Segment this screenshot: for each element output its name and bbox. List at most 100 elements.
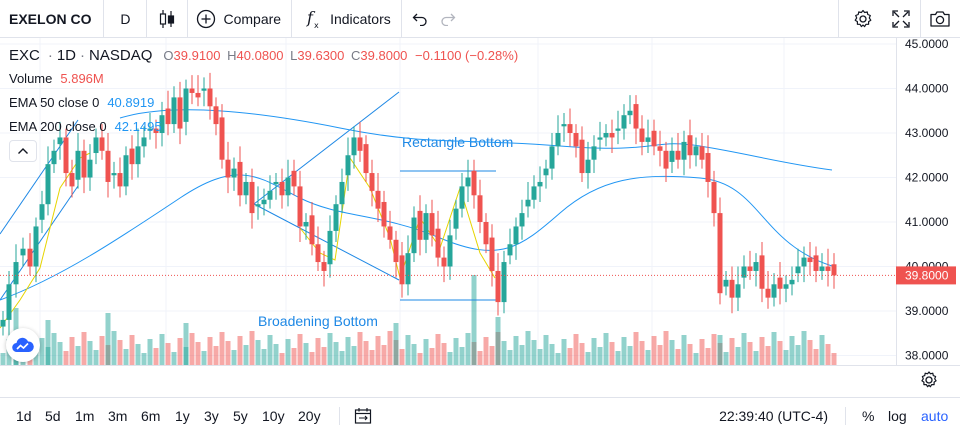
range-3m-button[interactable]: 3m: [108, 408, 128, 424]
settings-button[interactable]: [844, 0, 882, 38]
candle-body: [57, 137, 63, 145]
candle-body: [81, 150, 87, 178]
high-value: 40.0800: [236, 47, 284, 63]
volume-bar: [309, 352, 315, 365]
calendar-range-icon[interactable]: [354, 407, 372, 425]
toolbar-divider: [845, 407, 846, 425]
auto-scale-button[interactable]: auto: [921, 408, 949, 424]
cloud-chart-icon: [12, 337, 34, 353]
volume-bar: [141, 353, 147, 365]
volume-bar: [615, 351, 621, 365]
candle-body: [27, 248, 33, 267]
candle-body: [723, 279, 729, 287]
candle-body: [201, 88, 207, 91]
candle-body: [147, 128, 153, 131]
volume-bar: [717, 335, 723, 365]
gear-icon: [921, 371, 937, 388]
range-6m-button[interactable]: 6m: [141, 408, 161, 424]
compare-button[interactable]: Compare: [188, 0, 291, 38]
candle-body: [735, 284, 741, 298]
volume-bar: [771, 332, 777, 365]
range-5y-button[interactable]: 5y: [233, 408, 248, 424]
volume-bar: [681, 335, 687, 365]
legend-ema200-row[interactable]: EMA 200 close 0 42.1495: [9, 114, 518, 138]
timezone-clock[interactable]: 22:39:40 (UTC-4): [719, 408, 828, 424]
axis-settings-button[interactable]: [918, 369, 940, 391]
indicators-button[interactable]: f x Indicators: [292, 0, 401, 38]
redo-button[interactable]: [434, 0, 462, 38]
range-3y-button[interactable]: 3y: [204, 408, 219, 424]
range-1d-button[interactable]: 1d: [16, 408, 32, 424]
gear-icon: [854, 9, 872, 28]
chart-style-button[interactable]: [147, 0, 187, 38]
candle-body: [669, 150, 675, 162]
volume-bar: [159, 334, 165, 365]
volume-bar: [483, 337, 489, 365]
legend-symbol[interactable]: EXC: [9, 46, 40, 64]
candle-body: [33, 226, 39, 267]
symbol-search-button[interactable]: EXELON CO: [9, 10, 92, 27]
candle-body: [615, 128, 621, 131]
candle-body: [231, 168, 237, 178]
volume-bar: [465, 333, 471, 365]
candle-body: [345, 155, 351, 176]
volume-bar: [219, 332, 225, 365]
candle-body: [807, 257, 813, 263]
percent-scale-button[interactable]: %: [862, 408, 875, 424]
volume-bar: [291, 348, 297, 365]
legend-collapse-button[interactable]: [9, 140, 37, 162]
fullscreen-button[interactable]: [882, 0, 920, 38]
volume-bar: [639, 341, 645, 365]
low-key: L: [290, 47, 298, 63]
candle-body: [567, 124, 573, 133]
volume-bar: [597, 347, 603, 365]
price-tick-label: 45.0000: [905, 38, 949, 51]
toolbar-divider: [400, 0, 402, 38]
candle-body: [51, 150, 57, 165]
log-scale-button[interactable]: log: [888, 408, 907, 424]
range-10y-button[interactable]: 10y: [262, 408, 285, 424]
candle-body: [273, 181, 279, 185]
legend-ema50-row[interactable]: EMA 50 close 0 40.8919: [9, 90, 518, 114]
undo-button[interactable]: [406, 0, 434, 38]
volume-bar: [129, 335, 135, 365]
candle-body: [531, 186, 537, 200]
volume-bar: [93, 350, 99, 365]
range-1m-button[interactable]: 1m: [75, 408, 95, 424]
candle-body: [351, 137, 357, 156]
interval-button[interactable]: D: [120, 10, 131, 27]
price-tick-label: 43.0000: [905, 126, 949, 140]
price-tick-label: 39.0000: [905, 304, 949, 318]
candle-body: [285, 177, 291, 196]
candle-body: [477, 195, 483, 222]
candles-icon: [160, 9, 175, 28]
volume-bar: [675, 349, 681, 365]
volume-bar: [369, 350, 375, 365]
volume-bar: [555, 353, 561, 365]
volume-bars: [0, 275, 837, 365]
low-value: 39.6300: [297, 47, 345, 63]
volume-bar: [405, 335, 411, 365]
candle-body: [483, 222, 489, 245]
range-20y-button[interactable]: 20y: [298, 408, 321, 424]
candle-body: [213, 106, 219, 125]
range-1y-button[interactable]: 1y: [175, 408, 190, 424]
volume-bar: [111, 331, 117, 365]
range-5d-button[interactable]: 5d: [45, 408, 61, 424]
volume-bar: [147, 339, 153, 365]
snapshot-button[interactable]: [921, 0, 959, 38]
tradingview-logo[interactable]: [6, 328, 40, 362]
volume-bar: [573, 334, 579, 365]
toolbar-divider: [103, 0, 105, 38]
candle-body: [687, 135, 693, 156]
candle-body: [75, 150, 81, 180]
volume-bar: [813, 349, 819, 365]
candle-body: [633, 104, 639, 129]
legend-volume-row[interactable]: Volume 5.896M: [9, 66, 518, 90]
candle-body: [105, 150, 111, 182]
volume-bar: [621, 337, 627, 365]
volume-bar: [663, 331, 669, 365]
volume-bar: [585, 352, 591, 365]
toolbar-divider: [920, 0, 921, 38]
volume-label: Volume: [9, 70, 53, 86]
